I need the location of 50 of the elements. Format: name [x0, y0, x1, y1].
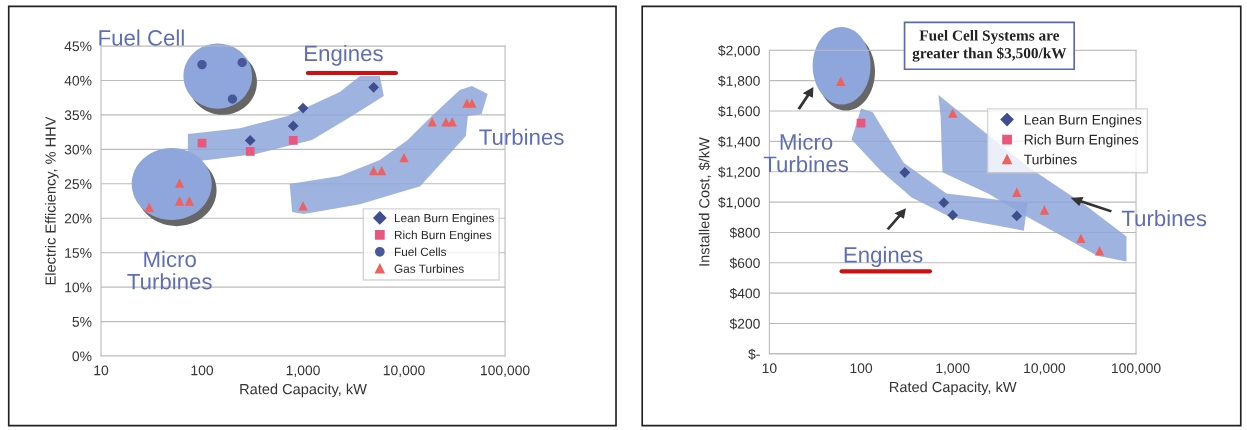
annotation: Engines — [844, 246, 923, 268]
annotation: Micro Turbines — [763, 133, 849, 173]
y-tick-label: 10% — [65, 282, 92, 293]
y-tick-label: $2,000 — [718, 45, 760, 58]
y-tick-label: $- — [748, 348, 760, 360]
y-tick-label: 5% — [72, 316, 92, 327]
y-axis-title: Installed Cost, $/kW — [698, 137, 712, 266]
text: Fuel Cell — [99, 29, 184, 46]
x-tick-label: 10 — [762, 363, 777, 374]
y-tick-label: 35% — [64, 110, 92, 121]
annotation: Turbines — [1121, 209, 1207, 227]
y-tick-label: 25% — [64, 179, 92, 189]
x-tick-label: 100,000 — [1111, 363, 1161, 375]
y-tick-label: 20% — [64, 213, 92, 224]
y-tick-label: 15% — [65, 248, 92, 258]
x-tick-label: 1,000 — [936, 363, 970, 375]
annotation: Engines — [305, 44, 383, 66]
y-tick-label: $1,000 — [718, 196, 760, 209]
y-tick-label: $200 — [729, 318, 760, 330]
y-tick-label: $1,800 — [718, 75, 760, 88]
x-tick-label: 100 — [191, 365, 214, 376]
y-tick-label: 45% — [64, 41, 92, 52]
x-tick-label: 10,000 — [383, 365, 425, 377]
y-tick-label: $800 — [729, 227, 760, 239]
y-tick-label: 40% — [64, 75, 92, 86]
y-tick-label: 0% — [72, 351, 92, 362]
y-tick-label: $1,200 — [718, 166, 760, 179]
x-tick-label: 100 — [850, 363, 873, 374]
legend-label: Turbines — [1024, 154, 1077, 165]
y-tick-label: $400 — [729, 287, 760, 300]
x-tick-label: 1,000 — [286, 365, 320, 377]
y-tick-label: $1,400 — [718, 136, 760, 149]
legend-label: Lean Burn Engines — [394, 213, 494, 225]
legend-label: Gas Turbines — [394, 264, 464, 273]
annotation: Turbines — [479, 128, 564, 145]
x-axis-title: Rated Capacity, kW — [890, 381, 1017, 396]
x-tick-label: 10,000 — [1024, 363, 1066, 375]
y-tick-label: $600 — [729, 257, 760, 269]
y-tick-label: $1,600 — [718, 105, 760, 118]
legend-label: Rich Burn Engines — [1024, 134, 1139, 148]
legend-label: Fuel Cells — [394, 247, 447, 257]
annotation: Micro Turbines — [127, 250, 212, 290]
y-axis-title: Electric Efficiency, % HHV — [45, 116, 59, 285]
legend-label: Rich Burn Engines — [394, 230, 492, 242]
x-tick-label: 100,000 — [480, 365, 530, 377]
x-axis-title: Rated Capacity, kW — [240, 383, 367, 398]
annotation: Fuel Cell Systems are greater than $3,500/kW — [912, 29, 1067, 62]
y-tick-label: 30% — [64, 144, 92, 155]
x-tick-label: 10 — [94, 365, 109, 376]
legend-label: Lean Burn Engines — [1024, 114, 1142, 128]
